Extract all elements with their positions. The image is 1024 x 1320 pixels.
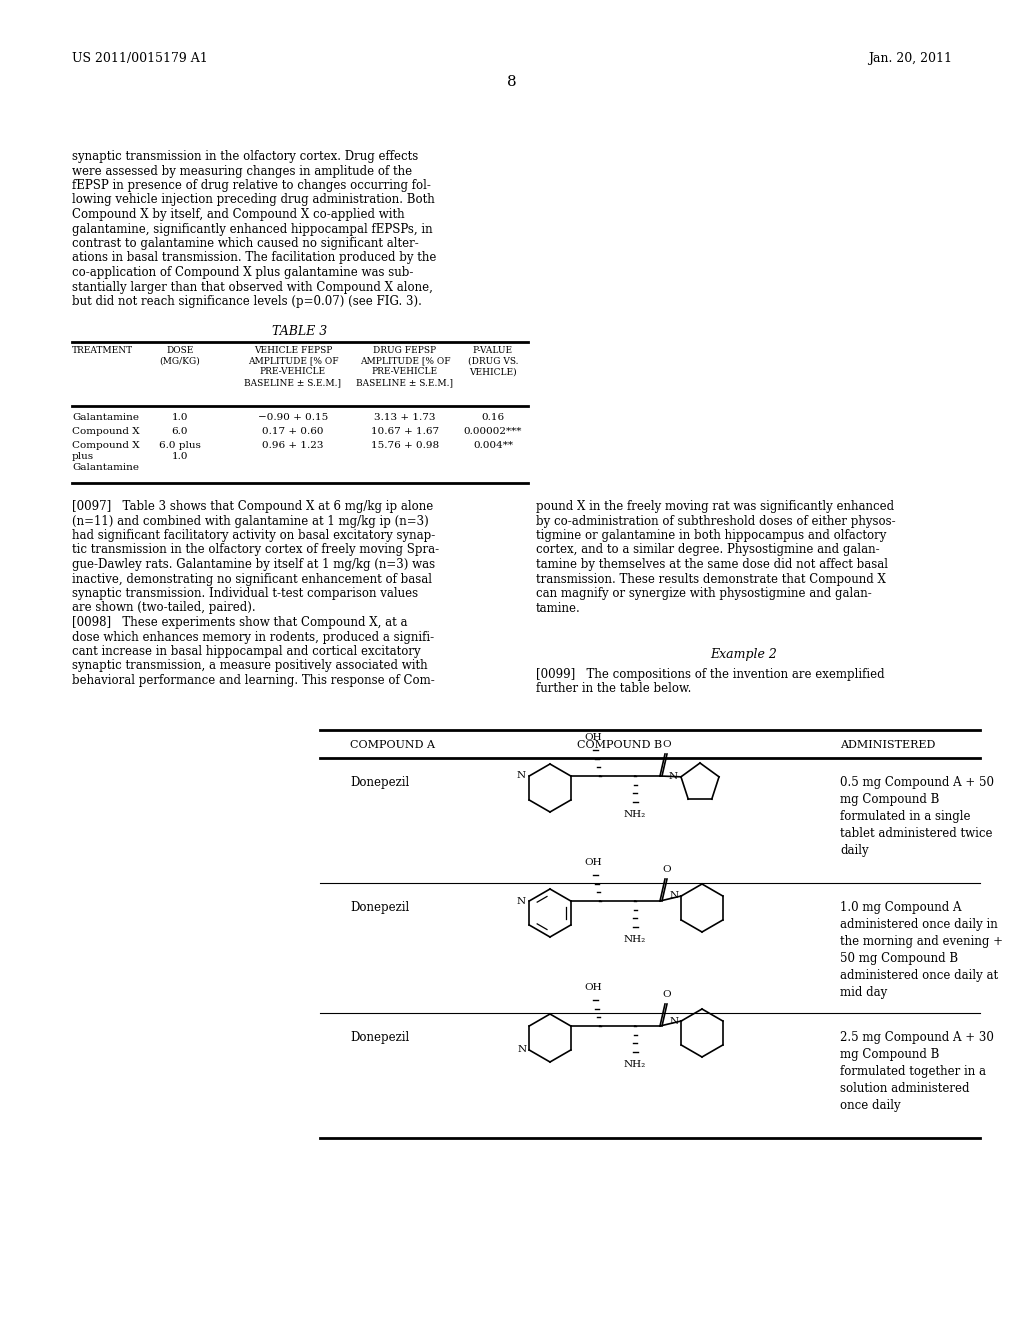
Text: inactive, demonstrating no significant enhancement of basal: inactive, demonstrating no significant e… [72, 573, 432, 586]
Text: Galantamine: Galantamine [72, 413, 139, 422]
Text: further in the table below.: further in the table below. [536, 682, 691, 696]
Text: were assessed by measuring changes in amplitude of the: were assessed by measuring changes in am… [72, 165, 412, 177]
Text: Donepezil: Donepezil [350, 1031, 410, 1044]
Text: 0.17 + 0.60: 0.17 + 0.60 [262, 426, 324, 436]
Text: co-application of Compound X plus galantamine was sub-: co-application of Compound X plus galant… [72, 267, 414, 279]
Text: cortex, and to a similar degree. Physostigmine and galan-: cortex, and to a similar degree. Physost… [536, 544, 880, 557]
Text: N: N [516, 771, 525, 780]
Text: 6.0 plus
1.0: 6.0 plus 1.0 [159, 441, 201, 461]
Text: stantially larger than that observed with Compound X alone,: stantially larger than that observed wit… [72, 281, 433, 293]
Text: 0.00002***: 0.00002*** [464, 426, 522, 436]
Text: O: O [663, 741, 672, 748]
Text: N: N [517, 1045, 526, 1055]
Text: DOSE
(MG/KG): DOSE (MG/KG) [160, 346, 201, 366]
Text: O: O [663, 865, 672, 874]
Text: [0097]   Table 3 shows that Compound X at 6 mg/kg ip alone: [0097] Table 3 shows that Compound X at … [72, 500, 433, 513]
Text: 10.67 + 1.67: 10.67 + 1.67 [371, 426, 439, 436]
Text: N: N [669, 1016, 678, 1026]
Text: transmission. These results demonstrate that Compound X: transmission. These results demonstrate … [536, 573, 886, 586]
Text: gue-Dawley rats. Galantamine by itself at 1 mg/kg (n=3) was: gue-Dawley rats. Galantamine by itself a… [72, 558, 435, 572]
Text: fEPSP in presence of drug relative to changes occurring fol-: fEPSP in presence of drug relative to ch… [72, 180, 431, 191]
Text: synaptic transmission. Individual t-test comparison values: synaptic transmission. Individual t-test… [72, 587, 418, 601]
Text: galantamine, significantly enhanced hippocampal fEPSPs, in: galantamine, significantly enhanced hipp… [72, 223, 432, 235]
Text: O: O [663, 990, 672, 999]
Text: 15.76 + 0.98: 15.76 + 0.98 [371, 441, 439, 450]
Text: US 2011/0015179 A1: US 2011/0015179 A1 [72, 51, 208, 65]
Text: Compound X by itself, and Compound X co-applied with: Compound X by itself, and Compound X co-… [72, 209, 404, 220]
Text: OH: OH [584, 733, 602, 742]
Text: Compound X: Compound X [72, 426, 139, 436]
Text: contrast to galantamine which caused no significant alter-: contrast to galantamine which caused no … [72, 238, 419, 249]
Text: COMPOUND A: COMPOUND A [350, 741, 435, 750]
Text: ations in basal transmission. The facilitation produced by the: ations in basal transmission. The facili… [72, 252, 436, 264]
Text: OH: OH [584, 983, 602, 993]
Text: synaptic transmission, a measure positively associated with: synaptic transmission, a measure positiv… [72, 660, 428, 672]
Text: −0.90 + 0.15: −0.90 + 0.15 [258, 413, 328, 422]
Text: Example 2: Example 2 [711, 648, 777, 661]
Text: 0.16: 0.16 [481, 413, 505, 422]
Text: 1.0: 1.0 [172, 413, 188, 422]
Text: 0.004**: 0.004** [473, 441, 513, 450]
Text: 0.5 mg Compound A + 50
mg Compound B
formulated in a single
tablet administered : 0.5 mg Compound A + 50 mg Compound B for… [840, 776, 994, 857]
Text: Jan. 20, 2011: Jan. 20, 2011 [868, 51, 952, 65]
Text: lowing vehicle injection preceding drug administration. Both: lowing vehicle injection preceding drug … [72, 194, 435, 206]
Text: VEHICLE FEPSP
AMPLITUDE [% OF
PRE-VEHICLE
BASELINE ± S.E.M.]: VEHICLE FEPSP AMPLITUDE [% OF PRE-VEHICL… [245, 346, 341, 387]
Text: dose which enhances memory in rodents, produced a signifi-: dose which enhances memory in rodents, p… [72, 631, 434, 644]
Text: TREATMENT: TREATMENT [72, 346, 133, 355]
Text: (n=11) and combined with galantamine at 1 mg/kg ip (n=3): (n=11) and combined with galantamine at … [72, 515, 429, 528]
Text: tic transmission in the olfactory cortex of freely moving Spra-: tic transmission in the olfactory cortex… [72, 544, 439, 557]
Text: Compound X
plus
Galantamine: Compound X plus Galantamine [72, 441, 139, 471]
Text: Donepezil: Donepezil [350, 902, 410, 913]
Text: 1.0 mg Compound A
administered once daily in
the morning and evening +
50 mg Com: 1.0 mg Compound A administered once dail… [840, 902, 1002, 999]
Text: pound X in the freely moving rat was significantly enhanced: pound X in the freely moving rat was sig… [536, 500, 894, 513]
Text: tamine by themselves at the same dose did not affect basal: tamine by themselves at the same dose di… [536, 558, 888, 572]
Text: N: N [516, 896, 525, 906]
Text: Donepezil: Donepezil [350, 776, 410, 789]
Text: N: N [669, 772, 678, 781]
Text: had significant facilitatory activity on basal excitatory synap-: had significant facilitatory activity on… [72, 529, 435, 543]
Text: can magnify or synergize with physostigmine and galan-: can magnify or synergize with physostigm… [536, 587, 871, 601]
Text: NH₂: NH₂ [624, 935, 646, 944]
Text: DRUG FEPSP
AMPLITUDE [% OF
PRE-VEHICLE
BASELINE ± S.E.M.]: DRUG FEPSP AMPLITUDE [% OF PRE-VEHICLE B… [356, 346, 454, 387]
Text: 2.5 mg Compound A + 30
mg Compound B
formulated together in a
solution administe: 2.5 mg Compound A + 30 mg Compound B for… [840, 1031, 994, 1111]
Text: cant increase in basal hippocampal and cortical excitatory: cant increase in basal hippocampal and c… [72, 645, 421, 657]
Text: N: N [669, 891, 678, 900]
Text: P-VALUE
(DRUG VS.
VEHICLE): P-VALUE (DRUG VS. VEHICLE) [468, 346, 518, 376]
Text: tigmine or galantamine in both hippocampus and olfactory: tigmine or galantamine in both hippocamp… [536, 529, 887, 543]
Text: ADMINISTERED: ADMINISTERED [840, 741, 935, 750]
Text: [0099]   The compositions of the invention are exemplified: [0099] The compositions of the invention… [536, 668, 885, 681]
Text: NH₂: NH₂ [624, 1060, 646, 1069]
Text: 0.96 + 1.23: 0.96 + 1.23 [262, 441, 324, 450]
Text: OH: OH [584, 858, 602, 867]
Text: synaptic transmission in the olfactory cortex. Drug effects: synaptic transmission in the olfactory c… [72, 150, 418, 162]
Text: 6.0: 6.0 [172, 426, 188, 436]
Text: tamine.: tamine. [536, 602, 581, 615]
Text: 3.13 + 1.73: 3.13 + 1.73 [374, 413, 436, 422]
Text: are shown (two-tailed, paired).: are shown (two-tailed, paired). [72, 602, 256, 615]
Text: behavioral performance and learning. This response of Com-: behavioral performance and learning. Thi… [72, 675, 435, 686]
Text: TABLE 3: TABLE 3 [272, 325, 328, 338]
Text: [0098]   These experiments show that Compound X, at a: [0098] These experiments show that Compo… [72, 616, 408, 630]
Text: NH₂: NH₂ [624, 810, 646, 818]
Text: by co-administration of subthreshold doses of either physos-: by co-administration of subthreshold dos… [536, 515, 896, 528]
Text: but did not reach significance levels (p=0.07) (see FIG. 3).: but did not reach significance levels (p… [72, 294, 422, 308]
Text: COMPOUND B: COMPOUND B [578, 741, 663, 750]
Text: 8: 8 [507, 75, 517, 88]
